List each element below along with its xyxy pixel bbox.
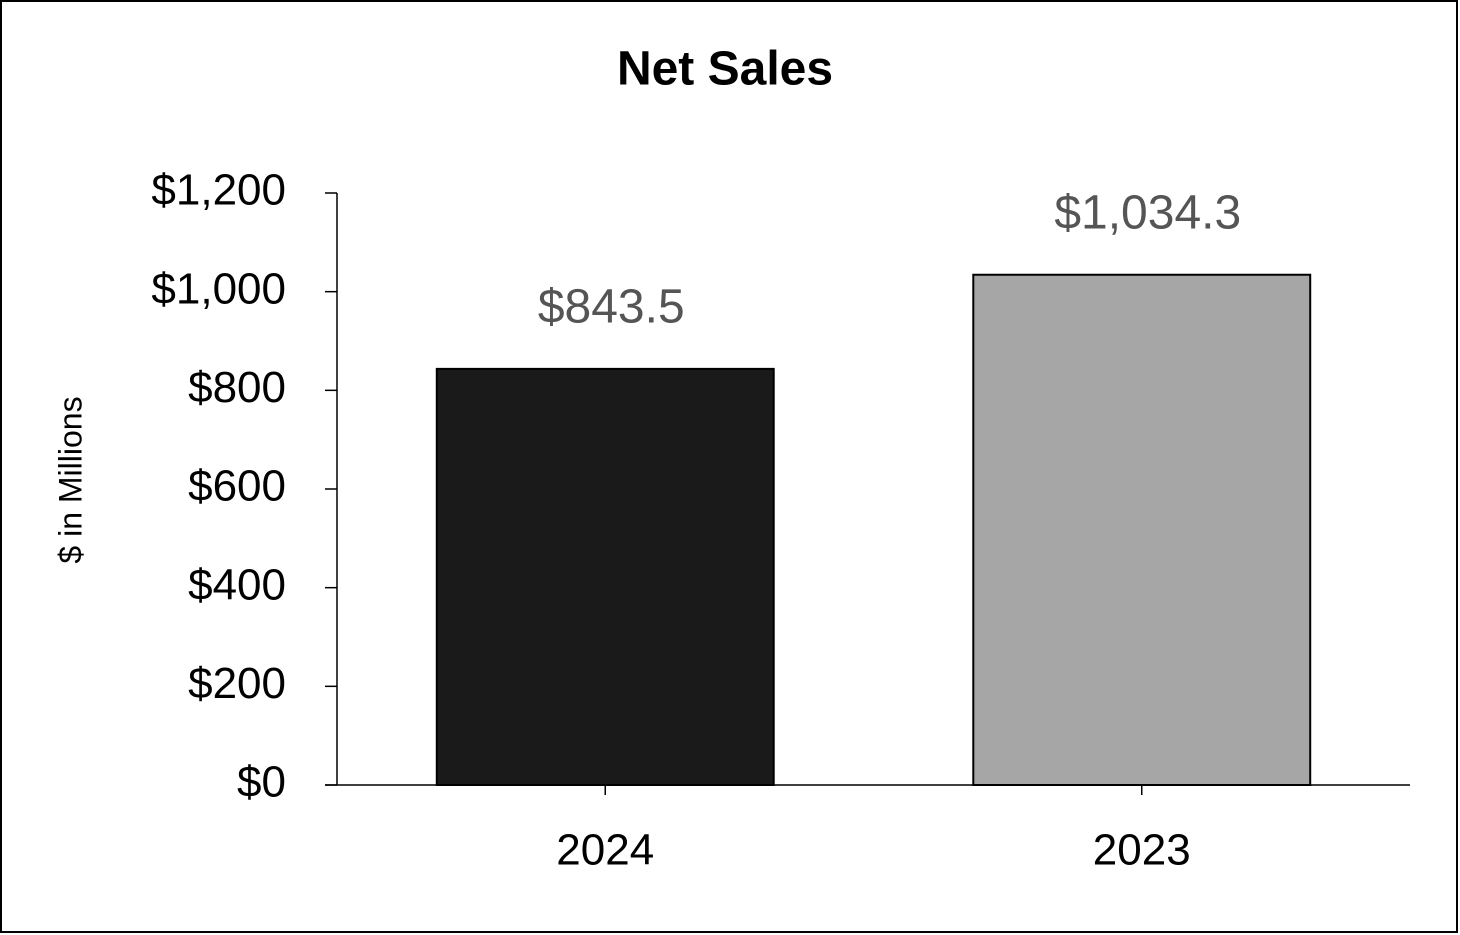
y-tick-label: $800 (188, 363, 286, 412)
chart-title: Net Sales (617, 43, 833, 96)
bar (972, 273, 1312, 786)
bar (435, 367, 775, 786)
y-tick-label: $0 (237, 758, 286, 807)
value-label: $1,034.3 (1054, 186, 1241, 239)
y-tick-label: $600 (188, 462, 286, 511)
y-tick-label: $400 (188, 560, 286, 609)
x-tick-label: 2024 (556, 826, 654, 875)
y-tick-label: $1,200 (151, 166, 286, 215)
y-tick-label: $200 (188, 659, 286, 708)
value-label: $843.5 (538, 281, 685, 334)
y-tick-label: $1,000 (151, 264, 286, 313)
x-tick-label: 2023 (1093, 826, 1191, 875)
y-axis-label: $ in Millions (52, 396, 88, 563)
